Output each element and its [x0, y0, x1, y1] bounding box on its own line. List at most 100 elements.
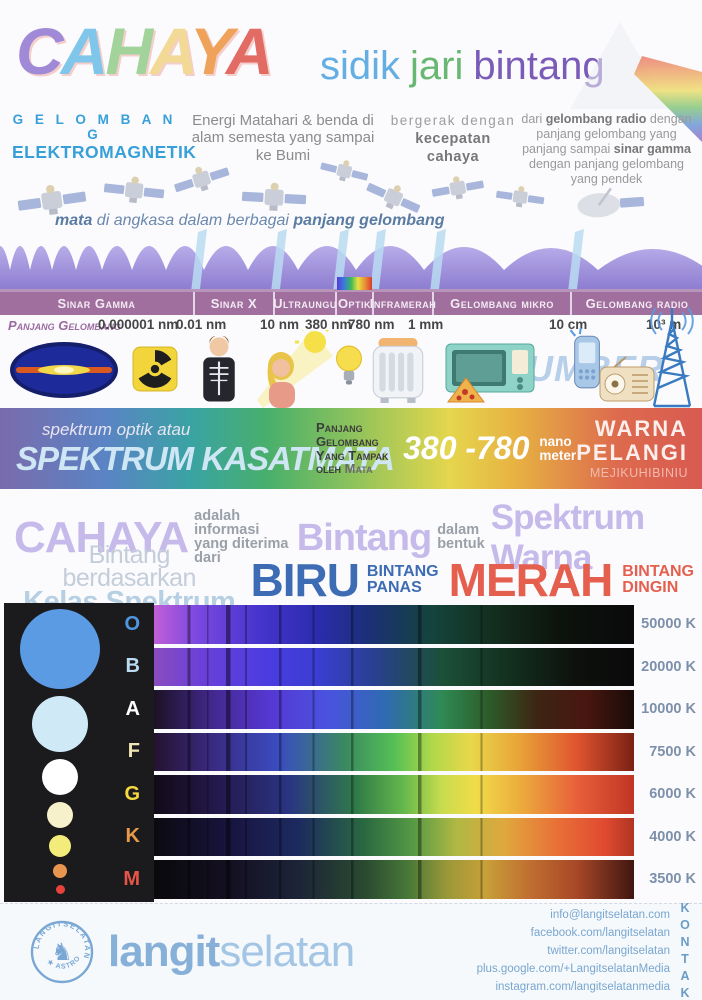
- star-F: [47, 802, 73, 828]
- star-column: [4, 609, 116, 894]
- subtitle-word: sidik: [320, 44, 401, 88]
- kelas-spektrum-block: Bintang berdasarkan Kelas Spektrum: [22, 541, 236, 617]
- connector-line: yang diterima dari: [194, 536, 289, 566]
- intro-gelombang-elektromagnetik: G E L O M B A N G ELEKTROMAGNETIK: [12, 112, 197, 163]
- brand-light: selatan: [219, 927, 355, 976]
- bintang-dingin-label: BINTANG DINGIN: [612, 562, 694, 596]
- spektrum-warna-word: Spektrum Warna: [490, 498, 645, 577]
- contact-email[interactable]: info@langitselatan.com: [550, 909, 670, 922]
- spectral-row-F: F 7500 K: [4, 732, 698, 771]
- unit-text: nano: [539, 434, 572, 449]
- class-letter: M: [123, 867, 140, 890]
- band-gelombang-mikro: Gelombang mikro: [432, 292, 570, 315]
- spectral-row-O: O 50000 K: [4, 605, 698, 644]
- wavelength-value: 10 cm: [549, 317, 588, 332]
- temperature-label: 3500 K: [649, 871, 696, 888]
- connector-text: adalah informasi yang diterima dari: [188, 509, 297, 566]
- page-title: CAHAYA: [16, 18, 274, 84]
- contact-instagram[interactable]: instagram.com/langitselatanmedia: [495, 980, 670, 993]
- band-sinar-x: Sinar X: [193, 292, 273, 315]
- brand-bold: langit: [108, 927, 220, 976]
- intro-text: dengan panjang gelombang yang panjang sa…: [522, 112, 692, 156]
- band-ultraungu: Ultraungu: [273, 292, 336, 315]
- logo-stamp-icon: LANGITSELATAN ★ ASTRO 101 ★ ♞: [30, 920, 94, 984]
- star-A: [42, 759, 78, 795]
- intro-text: sinar gamma: [613, 142, 691, 156]
- band-optik: Optik: [335, 292, 372, 315]
- banner-subtitle: spektrum optik atau: [42, 419, 191, 439]
- desc-text: Yang Tampak oleh: [316, 447, 389, 477]
- page-subtitle: sidik jari bintang: [320, 44, 615, 89]
- warna-pelangi-block: WARNA PELANGI MEJIKUHIBINIU: [576, 417, 688, 479]
- kelas-line: Bintang berdasarkan: [62, 541, 196, 592]
- title-letter: A: [150, 14, 193, 88]
- radio-tower-icon: [642, 306, 702, 415]
- spectrum-strip: [154, 647, 634, 686]
- x-ray-child-icon: [198, 335, 240, 411]
- satellites-row: [0, 154, 702, 234]
- contact-googleplus[interactable]: plus.google.com/+LangitselatanMedia: [476, 962, 670, 975]
- gamma-sky-map-icon: [8, 340, 120, 405]
- temperature-label: 10000 K: [641, 701, 696, 718]
- subtitle-word: jari: [410, 44, 464, 88]
- connector-line: bentuk: [437, 536, 485, 552]
- spectral-row-A: A 10000 K: [4, 690, 698, 729]
- intro-kecepatan-cahaya: bergerak dengan kecepatan cahaya: [389, 112, 517, 167]
- intro-line: kecepatan cahaya: [415, 130, 491, 166]
- temperature-label: 4000 K: [649, 828, 696, 845]
- em-spectrum-band: Sinar Gamma Sinar X Ultraungu Optik Infr…: [0, 277, 702, 315]
- spectral-row-G: G 6000 K: [4, 775, 698, 814]
- star-O: [20, 609, 100, 689]
- caption-text: di angkasa dalam berbagai: [92, 212, 294, 229]
- wavelength-value: 780 nm: [348, 317, 395, 332]
- class-letter: K: [125, 825, 140, 848]
- wavelength-label: Panjang Gelombang: [8, 318, 121, 333]
- intro-row: G E L O M B A N G ELEKTROMAGNETIK Energi…: [0, 112, 702, 187]
- intro-line: bergerak dengan: [390, 113, 516, 128]
- band-gelombang-radio: Gelombang radio: [570, 292, 702, 315]
- label-line: PANAS: [366, 578, 422, 596]
- banner-description: Panjang Gelombang Yang Tampak oleh Mata: [316, 421, 395, 476]
- contact-list: info@langitselatan.com facebook.com/lang…: [477, 907, 670, 996]
- label-line: DINGIN: [622, 578, 679, 596]
- wavelength-values-row: Panjang Gelombang 0.000001 nm 0.01 nm 10…: [0, 316, 702, 336]
- intro-text: dengan panjang gelombang yang pendek: [529, 157, 684, 186]
- contact-facebook[interactable]: facebook.com/langitselatan: [530, 927, 670, 940]
- rainbow-mnemonic: MEJIKUHIBINIU: [589, 465, 688, 480]
- spectrum-strip: [154, 690, 634, 729]
- label-line: BINTANG: [622, 562, 694, 580]
- connector-line: dalam: [437, 522, 480, 539]
- star-K: [53, 864, 67, 878]
- warna-text: WARNA: [594, 416, 688, 442]
- bintang-panas-label: BINTANG PANAS: [359, 563, 449, 596]
- spectral-row-K: K 4000 K: [4, 817, 698, 856]
- satellite-icon: [428, 169, 489, 209]
- wavelength-value: 0.000001 nm: [98, 317, 179, 332]
- satellites-caption: mata di angkasa dalam berbagai panjang g…: [55, 212, 445, 230]
- wavelength-range: 380 -780: [403, 430, 530, 466]
- intro-line: ELEKTROMAGNETIK: [12, 142, 197, 162]
- band-sinar-gamma: Sinar Gamma: [57, 296, 136, 311]
- class-letter: G: [124, 782, 140, 805]
- visible-spectrum-swatch: [337, 277, 372, 290]
- band-inframerah: Inframerah: [370, 292, 436, 315]
- spectrum-strip: [154, 732, 634, 771]
- contact-twitter[interactable]: twitter.com/langitselatan: [547, 945, 670, 958]
- star-M: [55, 885, 65, 894]
- title-letter: Y: [189, 14, 229, 88]
- subtitle-word: bintang: [473, 44, 605, 88]
- spectrum-strip: [154, 605, 634, 644]
- intro-text: gelombang radio: [545, 112, 647, 126]
- kontak-vertical-label: KONTAK: [678, 901, 692, 1000]
- caption-text: mata: [55, 212, 93, 229]
- intro-text: dari: [521, 112, 546, 126]
- stamp-horse-glyph: ♞: [51, 939, 73, 966]
- footer: LANGITSELATAN ★ ASTRO 101 ★ ♞ langitsela…: [0, 901, 702, 1000]
- statements-section: CAHAYA adalah informasi yang diterima da…: [0, 496, 702, 617]
- sources-row: SUMBER: [0, 307, 702, 411]
- statement-line-1: CAHAYA adalah informasi yang diterima da…: [14, 498, 694, 578]
- satellite-icon: [564, 183, 651, 234]
- caption-text: panjang gelombang: [293, 212, 445, 229]
- biru-word: BIRU: [250, 553, 359, 606]
